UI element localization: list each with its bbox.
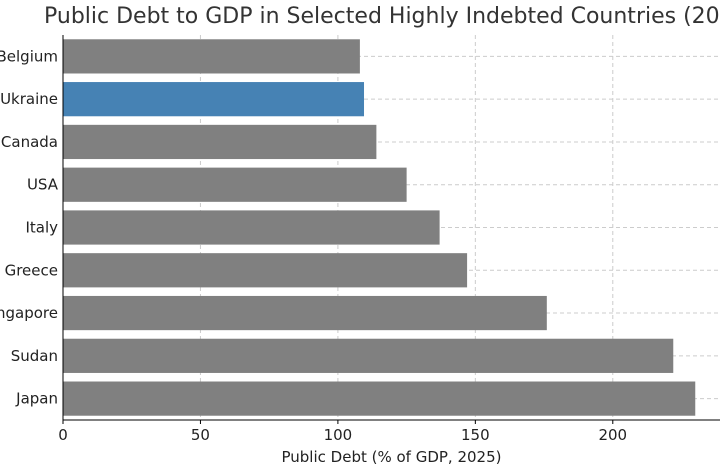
bars xyxy=(63,39,696,416)
x-tick-label-0: 0 xyxy=(58,426,68,444)
y-tick-label-italy: Italy xyxy=(25,219,58,237)
y-tick-label-greece: Greece xyxy=(5,261,58,279)
y-tick-label-sudan: Sudan xyxy=(11,347,58,365)
y-tick-label-usa: USA xyxy=(27,176,59,194)
y-tick-label-ukraine: Ukraine xyxy=(0,90,58,108)
y-tick-label-singapore: Singapore xyxy=(0,304,58,322)
bar-japan xyxy=(63,381,696,416)
y-tick-labels: Belgium Ukraine Canada USA Italy Greece Singap… xyxy=(0,47,59,407)
x-tick-label-200: 200 xyxy=(598,426,627,444)
axes xyxy=(62,35,720,424)
y-tick-label-belgium: Belgium xyxy=(0,47,58,65)
x-tick-label-50: 50 xyxy=(191,426,210,444)
x-tick-label-150: 150 xyxy=(461,426,490,444)
y-tick-label-canada: Canada xyxy=(1,133,58,151)
bar-singapore xyxy=(63,295,547,331)
x-axis-title: Public Debt (% of GDP, 2025) xyxy=(282,448,502,466)
bar-usa xyxy=(63,167,407,202)
bar-italy xyxy=(63,210,440,245)
x-tick-label-100: 100 xyxy=(324,426,353,444)
bar-ukraine xyxy=(63,82,365,117)
x-tick-labels: 0 50 100 150 200 xyxy=(58,426,627,444)
bar-greece xyxy=(63,253,468,288)
chart-title: Public Debt to GDP in Selected Highly In… xyxy=(44,4,720,29)
bar-canada xyxy=(63,124,377,160)
bar-sudan xyxy=(63,338,674,373)
y-tick-label-japan: Japan xyxy=(15,390,58,408)
bar-belgium xyxy=(63,39,360,74)
